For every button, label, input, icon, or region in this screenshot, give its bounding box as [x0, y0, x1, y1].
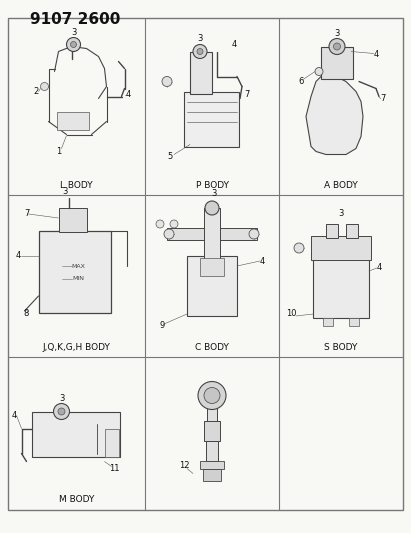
Bar [200, 461, 224, 469]
Text: 11: 11 [109, 464, 120, 473]
Circle shape [170, 220, 178, 228]
Text: 3: 3 [62, 187, 67, 196]
Bar [204, 208, 220, 260]
Circle shape [329, 38, 345, 54]
Text: 2: 2 [34, 87, 39, 96]
Bar [32, 411, 120, 456]
Text: 10: 10 [286, 310, 296, 319]
Circle shape [315, 68, 323, 76]
Circle shape [164, 229, 174, 239]
Text: 4: 4 [373, 50, 379, 59]
Circle shape [204, 387, 220, 403]
Text: 7: 7 [24, 209, 29, 219]
Bar [39, 231, 111, 313]
Text: M BODY: M BODY [59, 496, 94, 505]
Circle shape [249, 229, 259, 239]
Text: 4: 4 [16, 252, 21, 261]
Text: 5: 5 [167, 152, 173, 161]
Text: P BODY: P BODY [196, 181, 229, 190]
Circle shape [294, 243, 304, 253]
Bar [321, 46, 353, 78]
Circle shape [205, 201, 219, 215]
Bar [349, 318, 359, 326]
Text: 7: 7 [380, 94, 386, 103]
Text: 12: 12 [179, 461, 189, 470]
Text: 4: 4 [126, 90, 131, 99]
Bar [207, 395, 217, 421]
Text: 3: 3 [59, 394, 64, 403]
Text: 3: 3 [197, 34, 203, 43]
Bar [56, 111, 88, 130]
Bar [104, 429, 118, 456]
Bar [200, 258, 224, 276]
Circle shape [162, 77, 172, 86]
Text: 3: 3 [71, 28, 76, 37]
Text: 9107 2600: 9107 2600 [30, 12, 120, 27]
Circle shape [41, 83, 48, 91]
Polygon shape [306, 77, 363, 155]
Text: A BODY: A BODY [324, 181, 358, 190]
Bar [58, 208, 86, 232]
Text: 3: 3 [338, 209, 344, 219]
Text: MAX: MAX [72, 263, 85, 269]
Circle shape [197, 49, 203, 54]
Text: C BODY: C BODY [195, 343, 229, 351]
Circle shape [67, 37, 81, 52]
Text: 4: 4 [231, 40, 237, 49]
Circle shape [198, 382, 226, 409]
Text: L BODY: L BODY [60, 181, 93, 190]
Bar [313, 258, 369, 318]
Bar [326, 224, 338, 238]
Text: 8: 8 [24, 310, 29, 319]
Circle shape [156, 220, 164, 228]
Bar [167, 228, 257, 240]
Text: S BODY: S BODY [324, 343, 358, 351]
Text: 4: 4 [376, 263, 382, 272]
Circle shape [71, 42, 76, 47]
Text: MIN: MIN [72, 277, 85, 281]
Bar [323, 318, 333, 326]
Bar [204, 421, 220, 440]
Bar [184, 92, 239, 147]
Bar [206, 440, 218, 461]
Text: 9: 9 [159, 321, 165, 330]
Circle shape [193, 44, 207, 59]
Circle shape [58, 408, 65, 415]
Bar [190, 52, 212, 93]
Text: J,Q,K,G,H BODY: J,Q,K,G,H BODY [43, 343, 111, 351]
Circle shape [333, 43, 340, 50]
Bar [187, 256, 237, 316]
Text: 4: 4 [259, 256, 265, 265]
Bar [311, 236, 371, 260]
Text: 7: 7 [244, 90, 250, 99]
Circle shape [53, 403, 69, 419]
Text: 1: 1 [56, 147, 61, 156]
Bar [346, 224, 358, 238]
Bar [203, 469, 221, 481]
Text: 3: 3 [334, 29, 339, 38]
Text: 6: 6 [298, 77, 304, 86]
Text: 4: 4 [12, 411, 17, 420]
Text: 3: 3 [211, 190, 217, 198]
